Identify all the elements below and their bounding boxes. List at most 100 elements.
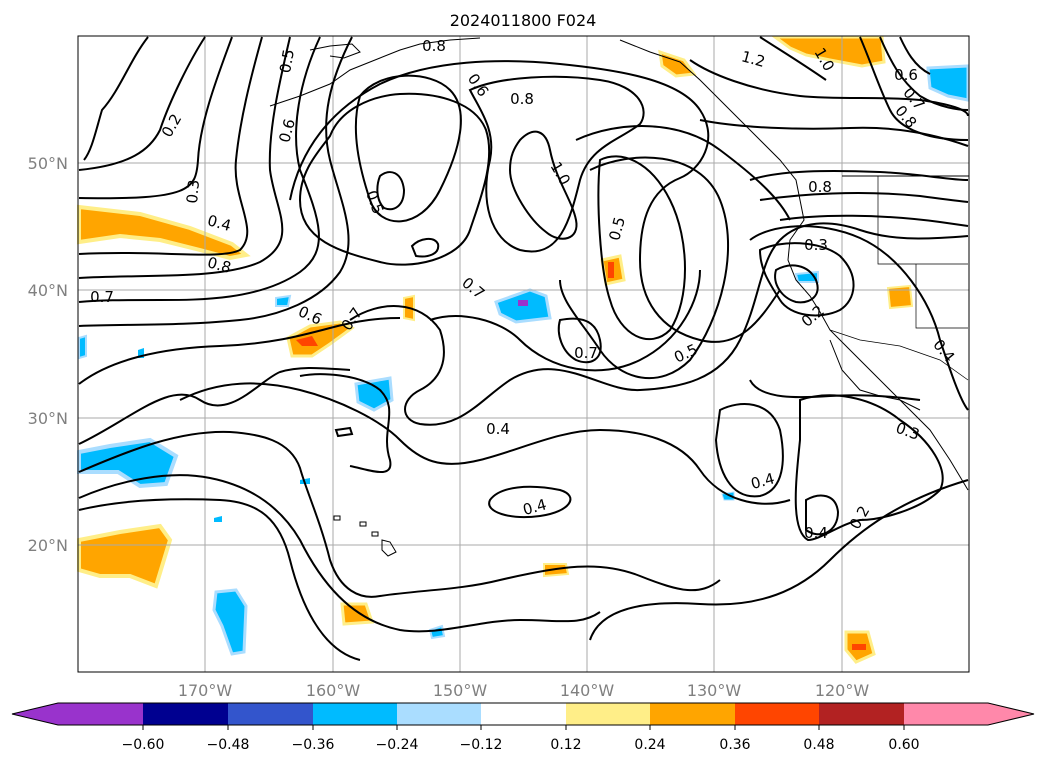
- contour-0.2-closed: [774, 264, 819, 304]
- contour-0.4-closed-e: [805, 494, 840, 536]
- contour-label: 0.4: [749, 469, 777, 493]
- fill-cyan-168w: [212, 588, 248, 656]
- contour-label: 0.6: [894, 66, 918, 84]
- contour-0.7-wide: [289, 60, 781, 343]
- lat-label-40n: 40°N: [28, 281, 68, 300]
- contour-0.3-east: [794, 394, 944, 542]
- coastline-hawaii-3: [371, 531, 379, 537]
- colorbar-tick-label: 0.36: [719, 737, 750, 753]
- contour-lines: [78, 36, 969, 661]
- colorbar-segment: [143, 703, 228, 725]
- contour-tiny-a: [334, 426, 354, 438]
- contour-1.2-ne: [689, 59, 969, 117]
- fill-cyan-160w: [354, 376, 394, 412]
- contour-0.4-sub: [714, 403, 784, 498]
- coastline-na-west: [619, 39, 969, 491]
- colorbar-extend-high: [988, 703, 1034, 725]
- anomaly-fills: [77, 35, 970, 664]
- contour-label: 0.7: [574, 344, 598, 362]
- fill-orange-sw: [77, 523, 173, 589]
- colorbar-tick-label: −0.12: [460, 737, 503, 753]
- lon-label-160w: 160°W: [306, 681, 361, 700]
- contour-label: 0.3: [804, 236, 828, 254]
- contour-0.2-se: [589, 479, 969, 641]
- contour-0.4-nw: [78, 36, 233, 200]
- map-background: [78, 36, 969, 672]
- colorbar-segment: [566, 703, 650, 725]
- map-panel: 0.8 1.2 1.0 0.6 0.7 0.8 0.5 0.2 0.6 0.8 …: [77, 35, 970, 673]
- map-frame: [77, 35, 970, 673]
- map-title: 2024011800 F024: [450, 11, 597, 30]
- longitude-labels: 170°W 160°W 150°W 140°W 130°W 120°W: [178, 681, 870, 700]
- lat-label-50n: 50°N: [28, 154, 68, 173]
- state-lines-2: [915, 264, 968, 329]
- colorbar-segment: [819, 703, 904, 725]
- colorbar-ticks: [142, 725, 905, 730]
- contour-label: 0.4: [521, 495, 549, 519]
- contour-0.5-mid: [299, 373, 392, 474]
- colorbar-tick-label: 0.24: [634, 737, 665, 753]
- colorbar-segment: [58, 703, 143, 725]
- contour-0.7-west: [78, 36, 321, 303]
- coastline-aleutians: [269, 37, 481, 107]
- contour-0.4-band: [179, 382, 791, 505]
- contour-0.6-west: [78, 36, 291, 279]
- contour-1.0-n: [508, 130, 578, 240]
- colorbar-tick-label: −0.48: [207, 737, 250, 753]
- coastline-hawaii-2: [359, 521, 367, 527]
- contour-0.4-west: [78, 367, 351, 445]
- contour-0.5-nw: [78, 36, 263, 256]
- fill-cyan-small-b: [214, 516, 222, 522]
- contour-0.7-closed: [557, 317, 602, 364]
- colorbar: −0.60 −0.48 −0.36 −0.24 −0.12 0.12 0.24 …: [11, 702, 1035, 753]
- contour-0.8-ne: [575, 125, 791, 221]
- contour-label: 0.4: [804, 524, 828, 542]
- fill-red-160w: [296, 336, 318, 346]
- lon-label-120w: 120°W: [815, 681, 870, 700]
- contour-label: 0.5: [276, 48, 298, 75]
- colorbar-tick-label: −0.60: [122, 737, 165, 753]
- contour-0.5-closed-n: [354, 74, 462, 223]
- contour-label: 0.6: [275, 117, 299, 145]
- state-lines: [877, 176, 968, 265]
- graticule: [78, 36, 969, 672]
- contour-1.2-top: [759, 36, 827, 81]
- contour-0.7-ne2: [879, 36, 969, 111]
- contour-label: 0.8: [205, 253, 233, 277]
- colorbar-tick-label: −0.36: [292, 737, 335, 753]
- fill-orange-160w: [286, 320, 355, 358]
- contour-0.5-e: [749, 379, 921, 401]
- contour-0.7-e: [759, 192, 969, 203]
- colorbar-segment: [313, 703, 397, 725]
- contour-label: 0.7: [90, 288, 114, 306]
- contour-0.8-ne2: [859, 36, 969, 141]
- contour-label: 0.3: [183, 179, 203, 204]
- colorbar-segment: [650, 703, 735, 725]
- contour-0.5-band: [349, 222, 969, 426]
- contour-0.6-ring: [298, 92, 491, 266]
- colorbar-outline: [11, 702, 1035, 726]
- contour-0.2-nw: [83, 36, 149, 161]
- colorbar-tick-label: 0.12: [550, 737, 581, 753]
- lat-label-30n: 30°N: [28, 409, 68, 428]
- lon-label-140w: 140°W: [560, 681, 615, 700]
- fill-orange-157w: [340, 602, 375, 626]
- colorbar-tick-label: −0.24: [376, 737, 419, 753]
- contour-label: 0.8: [808, 178, 832, 196]
- fill-cyan-west-edge: [78, 334, 87, 360]
- lat-label-20n: 20°N: [28, 536, 68, 555]
- lon-label-130w: 130°W: [687, 681, 742, 700]
- contour-0.6-e: [779, 214, 969, 227]
- contour-label: 0.5: [605, 215, 629, 243]
- contour-small-b: [410, 238, 440, 258]
- colorbar-segment: [481, 703, 566, 725]
- contour-0.3-sw: [78, 498, 361, 661]
- contour-0.6-ne2: [899, 36, 931, 75]
- contour-0.5-west: [78, 317, 401, 385]
- lon-label-150w: 150°W: [433, 681, 488, 700]
- coastline-hawaii-4: [333, 515, 341, 521]
- contour-0.6-s: [429, 269, 701, 372]
- colorbar-tick-labels: −0.60 −0.48 −0.36 −0.24 −0.12 0.12 0.24 …: [122, 737, 920, 753]
- contour-0.3-nw: [78, 36, 206, 171]
- contour-0.3-south: [78, 430, 721, 598]
